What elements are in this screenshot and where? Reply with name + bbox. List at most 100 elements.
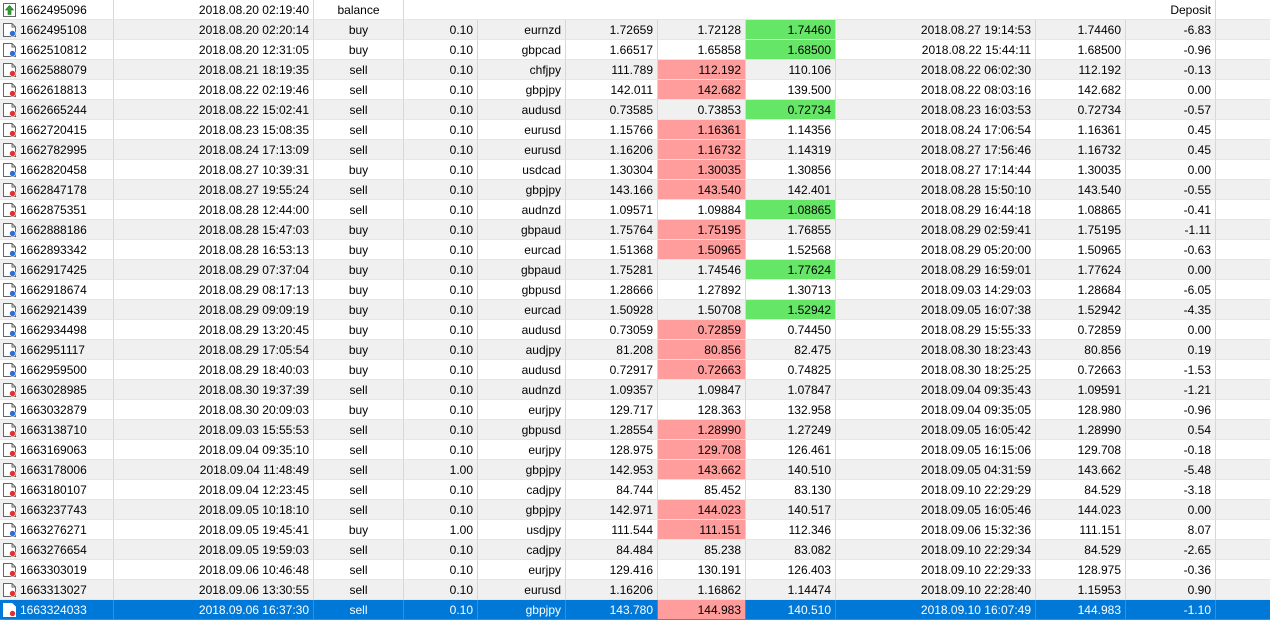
table-row[interactable]: 1663028985 2018.08.30 19:37:39 sell 0.10 aud…: [0, 380, 1270, 400]
table-row[interactable]: 1663178006 2018.09.04 11:48:49 sell 1.00 gbp…: [0, 460, 1270, 480]
tp-cell: 1.30713: [746, 280, 836, 300]
type-cell: sell: [314, 140, 404, 160]
price-cell: 1.66517: [566, 40, 658, 60]
table-row[interactable]: 1662665244 2018.08.22 15:02:41 sell 0.10 aud…: [0, 100, 1270, 120]
spacer-cell: [1216, 100, 1270, 120]
open-time-cell: 2018.08.29 17:05:54: [114, 340, 314, 360]
table-row[interactable]: 1662934498 2018.08.29 13:20:45 buy 0.10 audu…: [0, 320, 1270, 340]
table-row[interactable]: 1663276654 2018.09.05 19:59:03 sell 0.10 cad…: [0, 540, 1270, 560]
close-time-cell: 2018.08.27 17:56:46: [836, 140, 1036, 160]
table-row[interactable]: 1662588079 2018.08.21 18:19:35 sell 0.10 chf…: [0, 60, 1270, 80]
comment-cell: Deposit: [404, 0, 1216, 20]
open-time-cell: 2018.08.22 02:19:46: [114, 80, 314, 100]
size-cell: 0.10: [404, 420, 478, 440]
type-cell: buy: [314, 240, 404, 260]
table-row[interactable]: 1663032879 2018.08.30 20:09:03 buy 0.10 eurj…: [0, 400, 1270, 420]
spacer-cell: [1216, 140, 1270, 160]
sell-order-icon: [3, 63, 16, 77]
type-cell: balance: [314, 0, 404, 20]
table-row[interactable]: 1662918674 2018.08.29 08:17:13 buy 0.10 gbpu…: [0, 280, 1270, 300]
tp-cell: 140.510: [746, 460, 836, 480]
spacer-cell: [1216, 340, 1270, 360]
tp-cell: 1.27249: [746, 420, 836, 440]
ticket-value: 1663276654: [20, 543, 87, 557]
table-row[interactable]: 1662618813 2018.08.22 02:19:46 sell 0.10 gbp…: [0, 80, 1270, 100]
table-row[interactable]: 1662782995 2018.08.24 17:13:09 sell 0.10 eur…: [0, 140, 1270, 160]
type-cell: buy: [314, 40, 404, 60]
balance-row[interactable]: 1662495096 2018.08.20 02:19:40 balance D…: [0, 0, 1270, 20]
close-time-cell: 2018.09.05 16:07:38: [836, 300, 1036, 320]
symbol-cell: eurusd: [478, 120, 566, 140]
table-row[interactable]: 1662951117 2018.08.29 17:05:54 buy 0.10 audj…: [0, 340, 1270, 360]
table-row[interactable]: 1662510812 2018.08.20 12:31:05 buy 0.10 gbpc…: [0, 40, 1270, 60]
table-row[interactable]: 1663313027 2018.09.06 13:30:55 sell 0.10 eur…: [0, 580, 1270, 600]
table-row[interactable]: 1662888186 2018.08.28 15:47:03 buy 0.10 gbpa…: [0, 220, 1270, 240]
table-row[interactable]: 1662495108 2018.08.20 02:20:14 buy 0.10 eurn…: [0, 20, 1270, 40]
ticket-value: 1662921439: [20, 303, 87, 317]
table-row[interactable]: 1663276271 2018.09.05 19:45:41 buy 1.00 usdj…: [0, 520, 1270, 540]
buy-order-icon: [3, 23, 16, 37]
ticket-value: 1663237743: [20, 503, 87, 517]
size-cell: 0.10: [404, 120, 478, 140]
ticket-cell: 1663324033: [0, 600, 114, 620]
sl-cell: 1.74546: [658, 260, 746, 280]
sell-order-icon: [3, 503, 16, 517]
table-row[interactable]: 1662875351 2018.08.28 12:44:00 sell 0.10 aud…: [0, 200, 1270, 220]
price-cell: 1.50928: [566, 300, 658, 320]
open-time-cell: 2018.08.27 19:55:24: [114, 180, 314, 200]
profit-cell: -1.53: [1126, 360, 1216, 380]
profit-cell: -0.18: [1126, 440, 1216, 460]
ticket-cell: 1662588079: [0, 60, 114, 80]
spacer-cell: [1216, 460, 1270, 480]
symbol-cell: gbpcad: [478, 40, 566, 60]
ticket-value: 1662510812: [20, 43, 87, 57]
open-time-cell: 2018.08.22 15:02:41: [114, 100, 314, 120]
close-time-cell: 2018.08.29 02:59:41: [836, 220, 1036, 240]
size-cell: 0.10: [404, 480, 478, 500]
ticket-cell: 1662720415: [0, 120, 114, 140]
profit-cell: 0.00: [1126, 80, 1216, 100]
table-row[interactable]: 1662820458 2018.08.27 10:39:31 buy 0.10 usdc…: [0, 160, 1270, 180]
type-cell: buy: [314, 400, 404, 420]
symbol-cell: gbpjpy: [478, 460, 566, 480]
symbol-cell: audusd: [478, 320, 566, 340]
spacer-cell: [1216, 240, 1270, 260]
table-row[interactable]: 1662847178 2018.08.27 19:55:24 sell 0.10 gbp…: [0, 180, 1270, 200]
open-time-cell: 2018.08.28 15:47:03: [114, 220, 314, 240]
ticket-value: 1663313027: [20, 583, 87, 597]
table-row[interactable]: 1662921439 2018.08.29 09:09:19 buy 0.10 eurc…: [0, 300, 1270, 320]
spacer-cell: [1216, 360, 1270, 380]
sl-cell: 0.73853: [658, 100, 746, 120]
table-row[interactable]: 1662959500 2018.08.29 18:40:03 buy 0.10 audu…: [0, 360, 1270, 380]
table-row[interactable]: 1663180107 2018.09.04 12:23:45 sell 0.10 cad…: [0, 480, 1270, 500]
sl-cell: 1.27892: [658, 280, 746, 300]
type-cell: sell: [314, 560, 404, 580]
spacer-cell: [1216, 400, 1270, 420]
close-time-cell: 2018.08.27 17:14:44: [836, 160, 1036, 180]
symbol-cell: gbpjpy: [478, 500, 566, 520]
profit-cell: -1.21: [1126, 380, 1216, 400]
price-cell: 1.15766: [566, 120, 658, 140]
table-row[interactable]: 1663138710 2018.09.03 15:55:53 sell 0.10 gbp…: [0, 420, 1270, 440]
table-row[interactable]: 1663324033 2018.09.06 16:37:30 sell 0.10 gbp…: [0, 600, 1270, 620]
buy-order-icon: [3, 403, 16, 417]
tp-cell: 1.77624: [746, 260, 836, 280]
open-time-cell: 2018.09.06 13:30:55: [114, 580, 314, 600]
ticket-value: 1662918674: [20, 283, 87, 297]
table-row[interactable]: 1662917425 2018.08.29 07:37:04 buy 0.10 gbpa…: [0, 260, 1270, 280]
ticket-cell: 1662820458: [0, 160, 114, 180]
sl-cell: 85.452: [658, 480, 746, 500]
table-row[interactable]: 1663237743 2018.09.05 10:18:10 sell 0.10 gbp…: [0, 500, 1270, 520]
close-price-cell: 144.983: [1036, 600, 1126, 620]
size-cell: 0.10: [404, 440, 478, 460]
ticket-cell: 1662782995: [0, 140, 114, 160]
table-row[interactable]: 1662720415 2018.08.23 15:08:35 sell 0.10 eur…: [0, 120, 1270, 140]
table-row[interactable]: 1663303019 2018.09.06 10:46:48 sell 0.10 eur…: [0, 560, 1270, 580]
table-row[interactable]: 1663169063 2018.09.04 09:35:10 sell 0.10 eur…: [0, 440, 1270, 460]
table-row[interactable]: 1662893342 2018.08.28 16:53:13 buy 0.10 eurc…: [0, 240, 1270, 260]
close-time-cell: 2018.08.29 05:20:00: [836, 240, 1036, 260]
open-time-cell: 2018.09.05 19:59:03: [114, 540, 314, 560]
type-cell: buy: [314, 260, 404, 280]
ticket-value: 1662917425: [20, 263, 87, 277]
spacer-cell: [1216, 420, 1270, 440]
